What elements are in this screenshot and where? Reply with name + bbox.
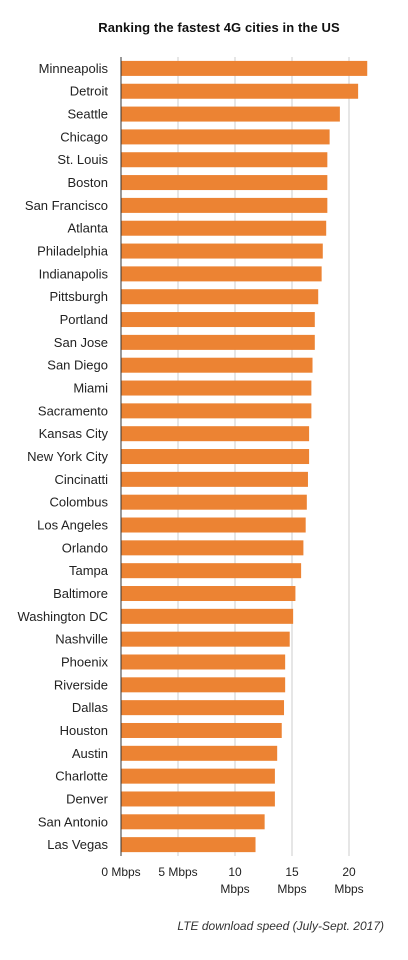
- bar: [121, 426, 310, 442]
- category-label: Atlanta: [68, 221, 109, 236]
- x-tick-label: 10 Mbps: [220, 865, 249, 896]
- x-tick-label: 20 Mbps: [334, 865, 363, 896]
- bar: [121, 837, 256, 853]
- category-label: Sacramento: [38, 403, 108, 418]
- bar: [121, 814, 265, 830]
- category-label: Detroit: [70, 84, 109, 99]
- category-label: Nashville: [55, 632, 108, 647]
- bar: [121, 403, 312, 419]
- category-label: Baltimore: [53, 586, 108, 601]
- bar: [121, 197, 328, 213]
- bar: [121, 449, 310, 465]
- chart-title: Ranking the fastest 4G cities in the US: [98, 20, 340, 35]
- category-label: San Jose: [54, 335, 108, 350]
- category-label: Minneapolis: [39, 61, 109, 76]
- bar: [121, 768, 275, 784]
- bar: [121, 243, 323, 259]
- bar: [121, 654, 286, 670]
- bar: [121, 517, 306, 533]
- category-label: Cincinatti: [55, 472, 109, 487]
- bar: [121, 586, 296, 602]
- category-label: Tampa: [69, 563, 109, 578]
- bar: [121, 106, 340, 122]
- bar: [121, 83, 359, 99]
- bar: [121, 289, 319, 305]
- category-label: Orlando: [62, 540, 108, 555]
- category-label: Dallas: [72, 700, 109, 715]
- bar: [121, 357, 313, 373]
- bar: [121, 312, 315, 328]
- bar: [121, 129, 330, 145]
- category-label: Los Angeles: [37, 518, 108, 533]
- category-label: Kansas City: [39, 426, 109, 441]
- x-tick-label: 15 Mbps: [277, 865, 306, 896]
- bar: [121, 334, 315, 350]
- category-labels: Minneapolis Detroit Seattle Chicago St. Loui…: [17, 61, 108, 852]
- category-label: Charlotte: [55, 769, 108, 784]
- x-axis-ticks: 0 Mbps 5 Mbps 10 Mbps 15 Mbps 20 Mbps: [101, 865, 363, 896]
- bar: [121, 60, 368, 76]
- category-label: Miami: [73, 381, 108, 396]
- category-label: Las Vegas: [47, 837, 108, 852]
- bar: [121, 745, 278, 761]
- x-tick-label: 0 Mbps: [101, 865, 140, 879]
- bar: [121, 266, 322, 282]
- x-tick-label: 5 Mbps: [158, 865, 197, 879]
- category-label: Houston: [60, 723, 108, 738]
- category-label: Indianapolis: [39, 266, 109, 281]
- bar: [121, 471, 308, 487]
- bar: [121, 631, 290, 647]
- category-label: San Antonio: [38, 814, 108, 829]
- category-label: Pittsburgh: [49, 289, 108, 304]
- bar: [121, 494, 307, 510]
- category-label: San Diego: [47, 358, 108, 373]
- category-label: Phoenix: [61, 654, 108, 669]
- category-label: San Francisco: [25, 198, 108, 213]
- category-label: New York City: [27, 449, 108, 464]
- bar: [121, 380, 312, 396]
- bar: [121, 791, 275, 807]
- category-label: Portland: [60, 312, 108, 327]
- category-label: Austin: [72, 746, 108, 761]
- bar: [121, 563, 302, 579]
- bar: [121, 700, 285, 716]
- category-label: Washington DC: [17, 609, 108, 624]
- category-label: Colombus: [49, 495, 108, 510]
- x-axis-label: LTE download speed (July-Sept. 2017): [177, 919, 384, 933]
- bar: [121, 608, 294, 624]
- category-label: Chicago: [60, 129, 108, 144]
- category-label: Seattle: [68, 107, 108, 122]
- bar: [121, 540, 304, 556]
- bars: [121, 60, 368, 853]
- bar: [121, 220, 327, 236]
- category-label: Philadelphia: [37, 244, 109, 259]
- bar: [121, 175, 328, 191]
- bar: [121, 722, 282, 738]
- category-label: St. Louis: [57, 152, 108, 167]
- bar: [121, 152, 328, 168]
- category-label: Boston: [68, 175, 108, 190]
- bar: [121, 677, 286, 693]
- category-label: Denver: [66, 791, 109, 806]
- category-label: Riverside: [54, 677, 108, 692]
